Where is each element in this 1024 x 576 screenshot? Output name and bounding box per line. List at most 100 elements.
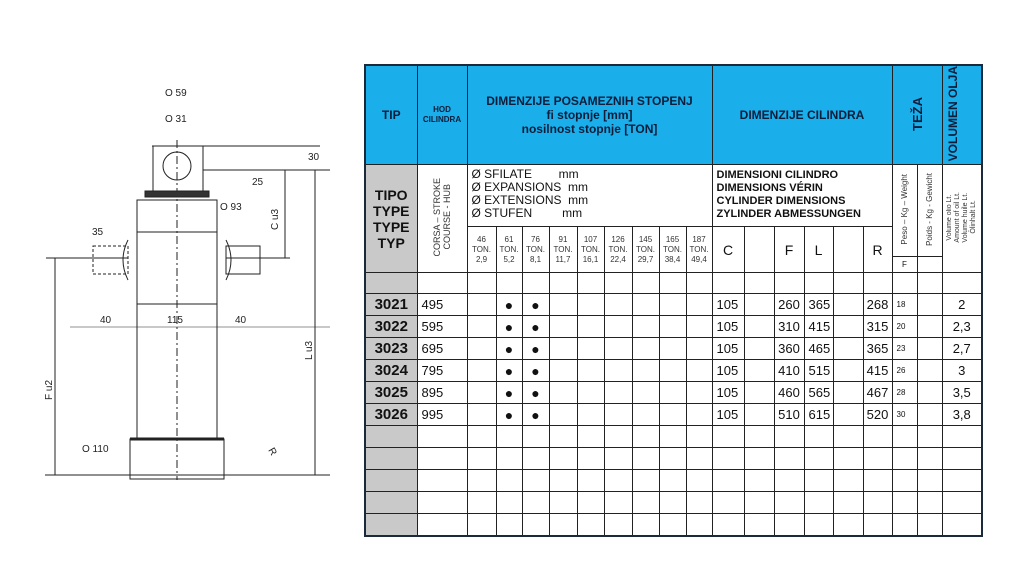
empty-cell	[891, 272, 918, 295]
cell-stage	[658, 315, 687, 339]
stage-t: TON.	[663, 244, 682, 254]
empty-cell	[773, 447, 805, 471]
stage-d: 107	[583, 234, 598, 244]
empty-cell	[891, 447, 918, 471]
empty-cell	[466, 272, 497, 295]
empty-cell	[548, 469, 578, 493]
empty-cell	[916, 272, 943, 295]
cell-stage	[576, 403, 605, 427]
empty-cell	[711, 272, 745, 295]
empty-row	[364, 425, 983, 449]
empty-cell	[862, 425, 893, 449]
empty-cell	[941, 513, 983, 537]
cell-blank	[916, 403, 943, 427]
cell-weight: 18	[891, 293, 918, 317]
stage-c: 29,7	[637, 254, 654, 264]
cell-stage	[603, 337, 633, 361]
cell-stage	[466, 293, 497, 317]
cell-blank	[832, 337, 864, 361]
cell-blank	[832, 381, 864, 405]
empty-cell	[891, 513, 918, 537]
cell-stage	[658, 337, 687, 361]
stage-c: 22,4	[610, 254, 626, 264]
empty-cell	[803, 469, 834, 493]
cell-hod: 595	[416, 315, 468, 339]
cell-blank	[832, 293, 864, 317]
cell-blank	[743, 403, 775, 427]
dim-col-header	[832, 226, 864, 274]
cell-stage	[658, 381, 687, 405]
cell-blank	[916, 381, 943, 405]
cell-f: 260	[773, 293, 805, 317]
dim-col-header: F	[773, 226, 805, 274]
stage-c: 38,4	[664, 254, 681, 264]
stage-t: TON.	[608, 244, 628, 254]
empty-cell	[521, 491, 550, 515]
cell-stage: ●	[495, 337, 523, 361]
cell-stage	[631, 315, 660, 339]
empty-cell	[916, 491, 943, 515]
cell-stage	[603, 403, 633, 427]
cell-stage	[603, 315, 633, 339]
cell-l: 465	[803, 337, 834, 361]
stage-capacity: 187 TON. 49,4	[685, 226, 713, 274]
empty-cell	[658, 469, 687, 493]
empty-cell	[495, 447, 523, 471]
cell-l: 365	[803, 293, 834, 317]
cell-volume: 3,5	[941, 381, 983, 405]
dim-l: L u3	[304, 340, 315, 360]
cell-blank	[916, 359, 943, 383]
empty-cell	[466, 513, 497, 537]
empty-cell	[773, 491, 805, 515]
cell-stage: ●	[495, 293, 523, 317]
dim-40-left: 40	[100, 315, 112, 326]
cell-r: 415	[862, 359, 893, 383]
dim-93: O 93	[220, 202, 242, 213]
empty-cell	[603, 491, 633, 515]
stage-capacity: 145 TON. 29,7	[631, 226, 660, 274]
weight-f: F	[891, 256, 918, 274]
weight-label-2: Poids - Kg - Gewicht	[924, 172, 934, 246]
stage-t: TON.	[526, 244, 545, 254]
empty-cell	[862, 513, 893, 537]
empty-cell	[891, 491, 918, 515]
cell-stage	[603, 381, 633, 405]
cell-f: 410	[773, 359, 805, 383]
empty-cell	[576, 513, 605, 537]
empty-cell	[862, 491, 893, 515]
cell-stage	[685, 359, 713, 383]
empty-cell	[521, 447, 550, 471]
cell-blank	[743, 381, 775, 405]
empty-cell	[364, 469, 418, 493]
dim-30: 30	[308, 152, 320, 163]
empty-cell	[548, 491, 578, 515]
stage-d: 46	[477, 234, 486, 244]
empty-cell	[466, 491, 497, 515]
cell-f: 460	[773, 381, 805, 405]
empty-cell	[832, 513, 864, 537]
empty-cell	[631, 272, 660, 295]
dim-col-header: R	[862, 226, 893, 274]
empty-cell	[862, 447, 893, 471]
empty-cell	[658, 447, 687, 471]
empty-cell	[631, 447, 660, 471]
empty-cell	[364, 425, 418, 449]
empty-cell	[743, 469, 775, 493]
empty-cell	[862, 272, 893, 295]
empty-cell	[495, 491, 523, 515]
header-hod: HOD CILINDRA	[416, 64, 468, 166]
cell-volume: 3,8	[941, 403, 983, 427]
cell-l: 565	[803, 381, 834, 405]
cell-blank	[832, 403, 864, 427]
empty-cell	[685, 272, 713, 295]
cell-volume: 2,7	[941, 337, 983, 361]
cell-stage	[548, 359, 578, 383]
empty-cell	[743, 447, 775, 471]
cell-stage	[548, 337, 578, 361]
dim-col-header	[743, 226, 775, 274]
dim-col-header: L	[803, 226, 834, 274]
table-row: 3025 895 ● ● 105 460 565 467 28 3,5	[364, 381, 983, 405]
empty-cell	[495, 469, 523, 493]
cell-stage: ●	[495, 359, 523, 383]
dim-r: R	[265, 446, 278, 458]
